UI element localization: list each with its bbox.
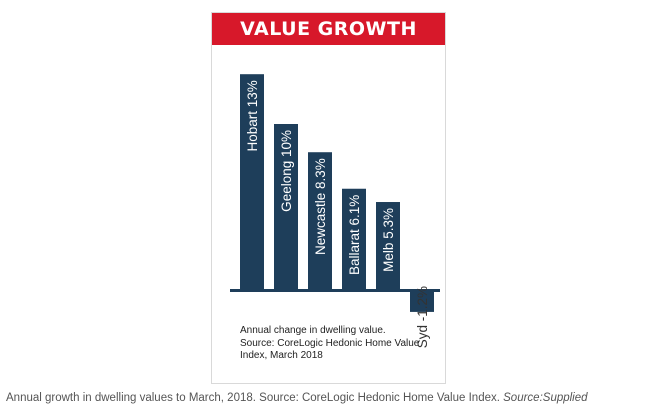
bar-ballarat — [342, 188, 366, 290]
bar-label-ballarat: Ballarat 6.1% — [347, 195, 362, 275]
chart-note: Annual change in dwelling value. Source:… — [240, 325, 440, 363]
zero-baseline — [230, 289, 440, 292]
bar-syd — [410, 292, 434, 312]
bar-chart: Hobart 13% Geelong 10% Newcastle 8.3% Balla… — [230, 74, 440, 348]
caption-source: Source:Supplied — [503, 392, 588, 404]
bar-label-syd: Syd -1.2% — [415, 286, 430, 348]
chart-note-line-3: Index, March 2018 — [240, 350, 323, 361]
bar-label-melb: Melb 5.3% — [381, 208, 396, 272]
caption-text: Annual growth in dwelling values to Marc… — [6, 392, 500, 404]
bar-label-hobart: Hobart 13% — [245, 80, 260, 151]
chart-title: VALUE GROWTH — [212, 13, 445, 45]
bar-label-geelong: Geelong 10% — [279, 130, 294, 212]
bar-newcastle — [308, 152, 332, 290]
bar-melb — [376, 202, 400, 290]
chart-note-line-1: Annual change in dwelling value. — [240, 325, 386, 336]
bar-geelong — [274, 124, 298, 290]
image-caption: Annual growth in dwelling values to Marc… — [6, 392, 646, 404]
chart-card: VALUE GROWTH Hobart 13% Geelong 10% Newcas… — [211, 12, 446, 384]
bar-label-newcastle: Newcastle 8.3% — [313, 158, 328, 255]
bar-hobart — [240, 74, 264, 290]
chart-note-line-2: Source: CoreLogic Hedonic Home Value — [240, 337, 420, 349]
